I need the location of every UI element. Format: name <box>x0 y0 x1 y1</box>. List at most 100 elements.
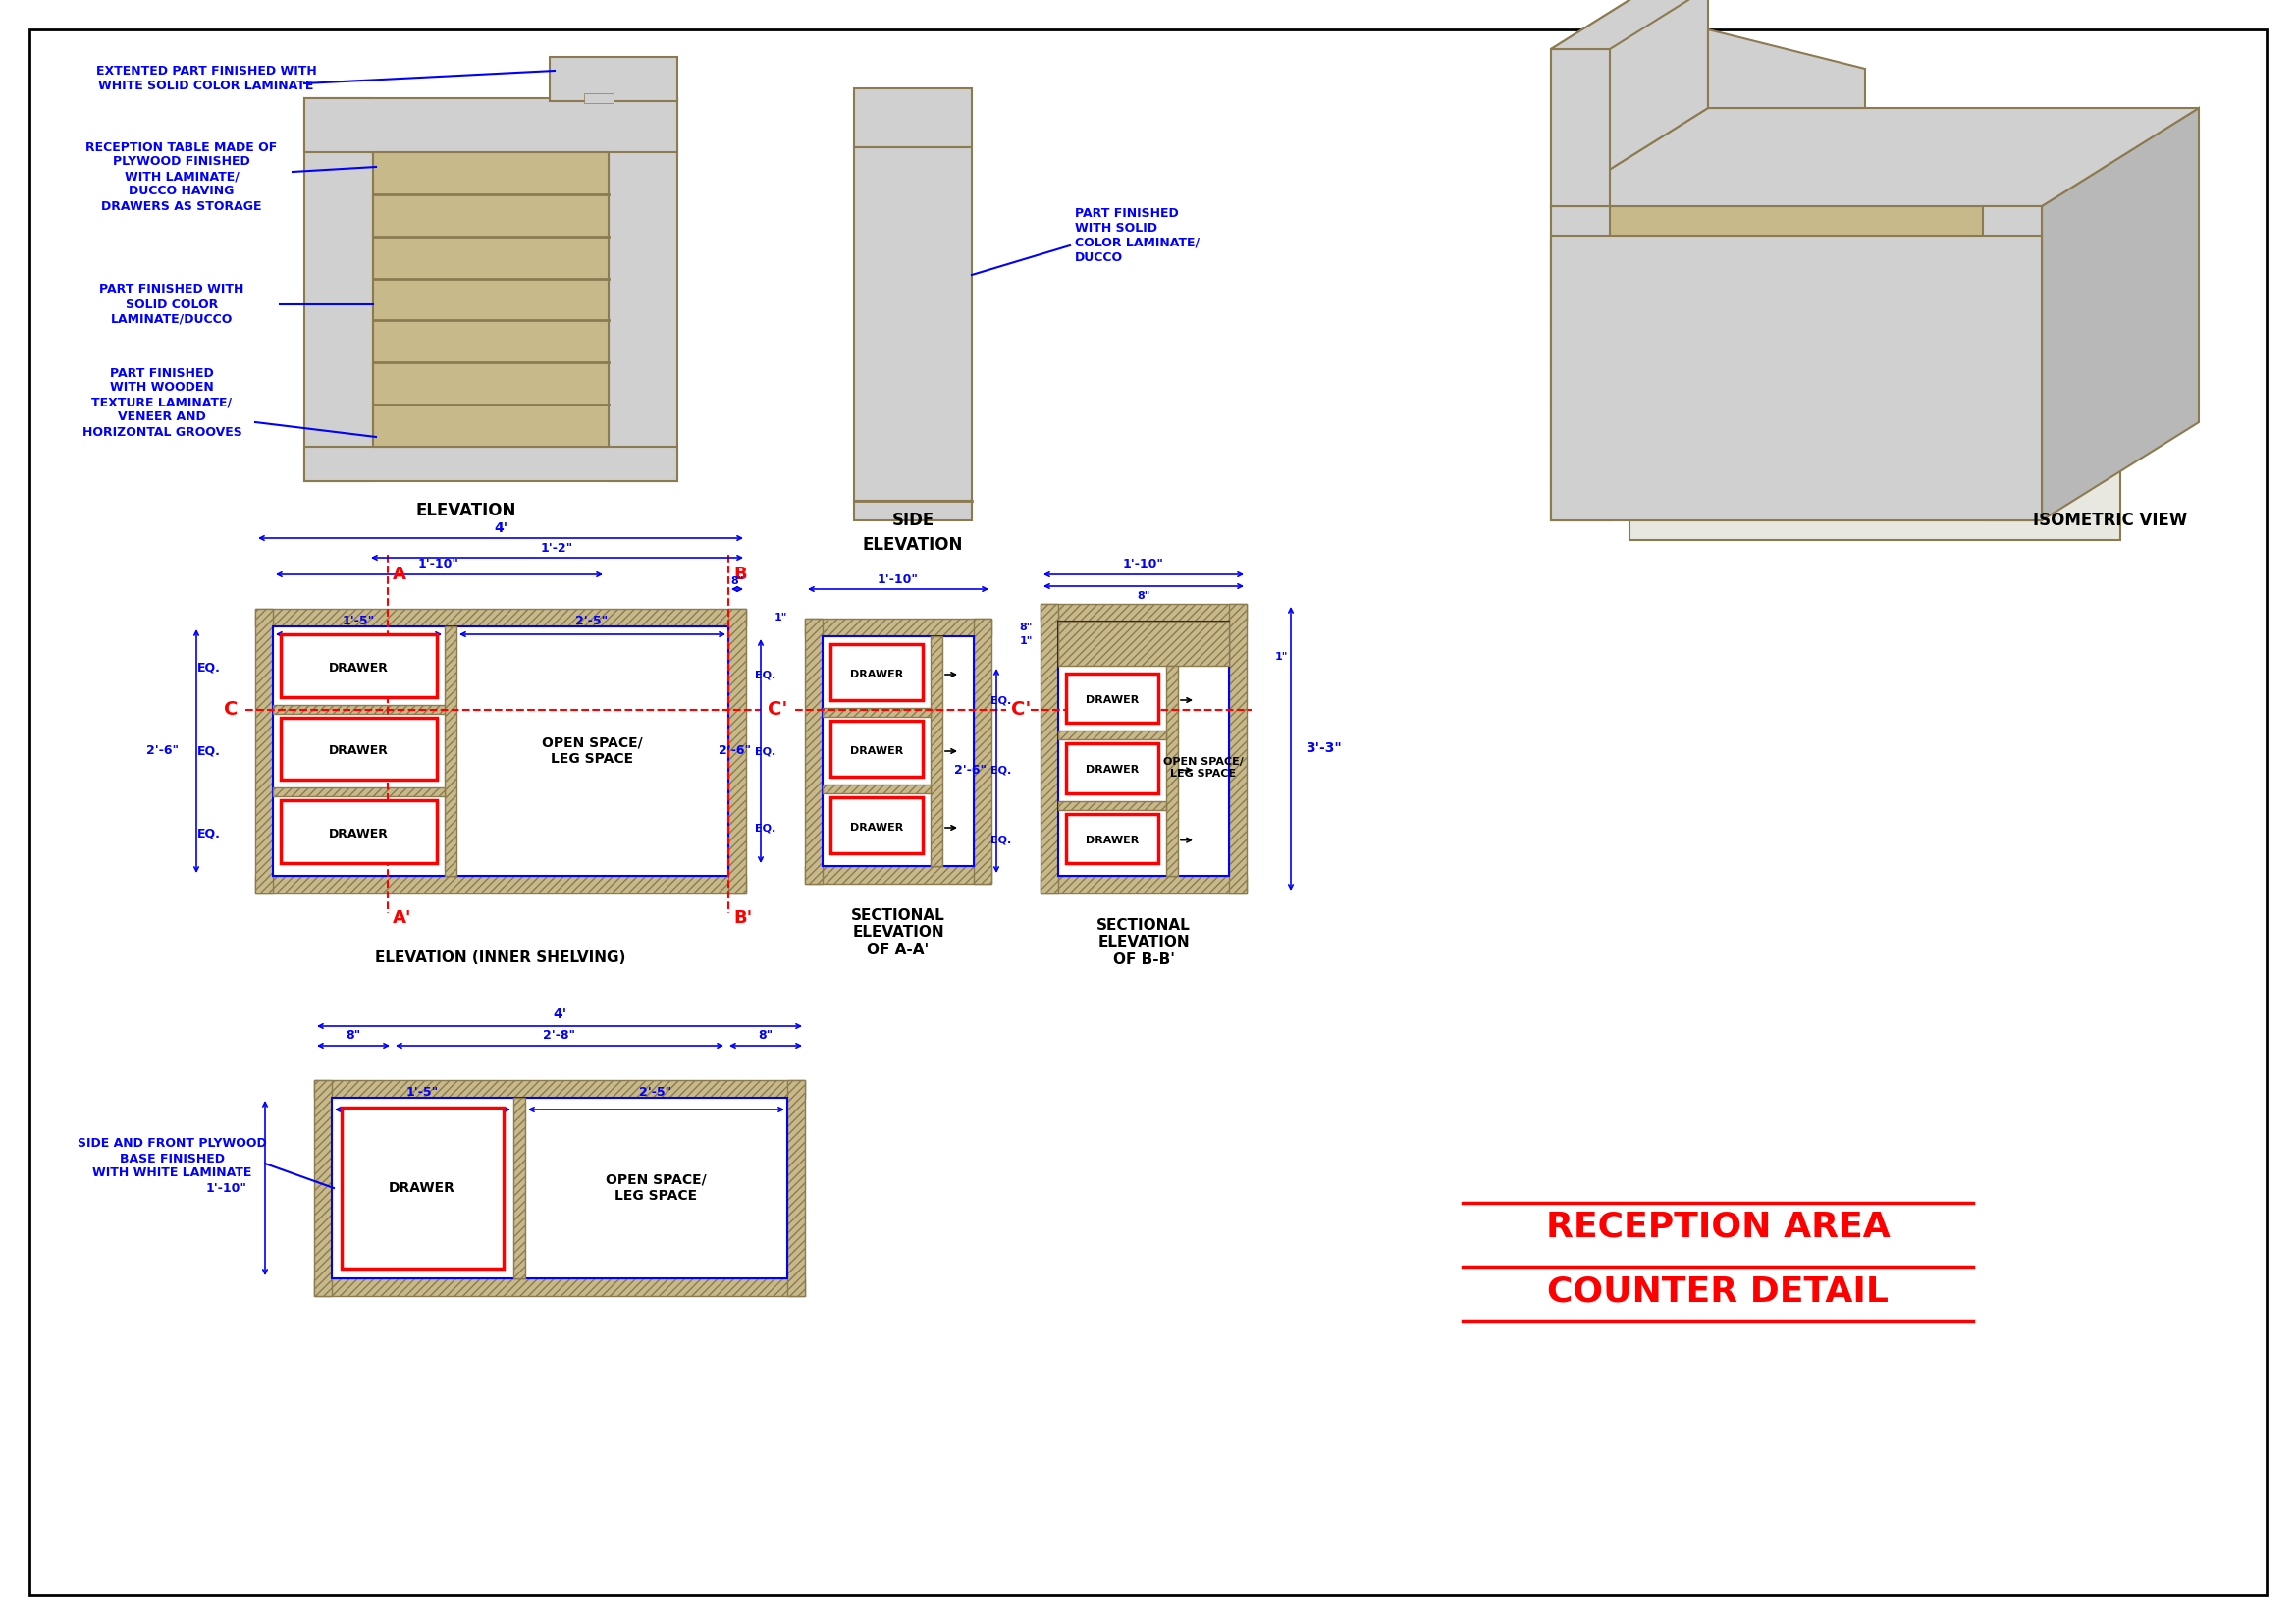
Text: EQ.: EQ. <box>990 765 1010 775</box>
Bar <box>273 788 445 797</box>
Text: DRAWER: DRAWER <box>850 669 902 679</box>
Bar <box>445 627 457 875</box>
Text: ELEVATION (INNER SHELVING): ELEVATION (INNER SHELVING) <box>374 950 627 965</box>
Bar <box>822 784 930 794</box>
Bar <box>273 627 728 875</box>
Text: DRAWER: DRAWER <box>388 1181 455 1195</box>
Bar <box>305 447 677 481</box>
Text: DRAWER: DRAWER <box>328 828 388 840</box>
Text: ELEVATION: ELEVATION <box>416 502 517 520</box>
Text: EQ.: EQ. <box>755 669 776 679</box>
Text: PART FINISHED WITH
SOLID COLOR
LAMINATE/DUCCO: PART FINISHED WITH SOLID COLOR LAMINATE/… <box>99 283 243 325</box>
Bar <box>1040 875 1247 893</box>
Bar <box>930 637 941 866</box>
Bar <box>315 1278 806 1296</box>
Bar <box>854 88 971 148</box>
Bar <box>255 609 273 893</box>
Bar <box>1058 622 1228 875</box>
Text: 8": 8" <box>1019 622 1033 632</box>
Text: 1'-10": 1'-10" <box>877 573 918 586</box>
Bar <box>1040 604 1058 893</box>
Bar <box>806 619 822 883</box>
Text: 2'-6": 2'-6" <box>955 765 987 778</box>
Text: EQ.: EQ. <box>197 744 220 757</box>
Bar <box>255 875 746 893</box>
Polygon shape <box>1552 0 1768 49</box>
Polygon shape <box>2041 109 2200 520</box>
Text: B: B <box>732 565 746 583</box>
Text: 2'-8": 2'-8" <box>544 1030 576 1043</box>
Text: 8": 8" <box>758 1030 774 1043</box>
Text: SIDE AND FRONT PLYWOOD
BASE FINISHED
WITH WHITE LAMINATE: SIDE AND FRONT PLYWOOD BASE FINISHED WIT… <box>78 1137 266 1179</box>
Text: C': C' <box>767 700 788 719</box>
Text: 1'-5": 1'-5" <box>342 615 374 628</box>
Text: DRAWER: DRAWER <box>1086 695 1139 705</box>
Bar <box>514 1098 526 1278</box>
Text: C': C' <box>1010 700 1031 719</box>
Bar <box>549 57 677 101</box>
Bar <box>806 619 992 637</box>
Polygon shape <box>1552 235 2041 520</box>
Polygon shape <box>1708 29 1864 109</box>
Text: 2'-6": 2'-6" <box>147 745 179 757</box>
Polygon shape <box>1552 206 2041 520</box>
Text: DRAWER: DRAWER <box>1086 765 1139 775</box>
Bar <box>854 500 971 520</box>
Bar <box>788 1080 806 1296</box>
Polygon shape <box>1552 109 2200 206</box>
Text: EQ.: EQ. <box>197 828 220 840</box>
Text: SECTIONAL
ELEVATION
OF B-B': SECTIONAL ELEVATION OF B-B' <box>1097 918 1192 966</box>
Text: SECTIONAL
ELEVATION
OF A-A': SECTIONAL ELEVATION OF A-A' <box>852 908 946 957</box>
Text: OPEN SPACE/
LEG SPACE: OPEN SPACE/ LEG SPACE <box>542 736 643 767</box>
Bar <box>342 1108 503 1268</box>
Text: EQ.: EQ. <box>990 695 1010 705</box>
Text: PART FINISHED
WITH SOLID
COLOR LAMINATE/
DUCCO: PART FINISHED WITH SOLID COLOR LAMINATE/… <box>1075 208 1199 265</box>
Text: EXTENTED PART FINISHED WITH
WHITE SOLID COLOR LAMINATE: EXTENTED PART FINISHED WITH WHITE SOLID … <box>96 65 317 93</box>
Text: 1": 1" <box>1019 637 1033 646</box>
Bar <box>583 93 613 102</box>
Bar <box>372 153 608 447</box>
Bar <box>831 721 923 776</box>
Polygon shape <box>1552 0 1708 206</box>
Text: COUNTER DETAIL: COUNTER DETAIL <box>1548 1275 1890 1307</box>
Bar <box>273 705 445 713</box>
Text: A: A <box>393 565 406 583</box>
Text: 2'-5": 2'-5" <box>638 1086 673 1099</box>
Text: EQ.: EQ. <box>755 745 776 757</box>
Bar <box>1058 801 1166 810</box>
Bar <box>608 97 677 481</box>
Text: PART FINISHED
WITH WOODEN
TEXTURE LAMINATE/
VENEER AND
HORIZONTAL GROOVES: PART FINISHED WITH WOODEN TEXTURE LAMINA… <box>83 367 241 438</box>
Bar <box>315 1080 806 1098</box>
Bar <box>280 801 436 862</box>
Text: 4': 4' <box>553 1007 567 1021</box>
Text: 2'-5": 2'-5" <box>576 615 608 628</box>
Bar <box>1065 674 1157 723</box>
Text: 1'-10": 1'-10" <box>207 1182 248 1194</box>
Bar <box>806 866 992 883</box>
Bar <box>255 609 746 627</box>
Bar <box>728 609 746 893</box>
Bar <box>1065 744 1157 793</box>
Text: 1'-10": 1'-10" <box>418 559 459 572</box>
Bar <box>333 1098 788 1278</box>
Text: 1'-2": 1'-2" <box>540 541 574 554</box>
Text: 8": 8" <box>1137 591 1150 601</box>
Text: ISOMETRIC VIEW: ISOMETRIC VIEW <box>2034 512 2188 529</box>
Text: EQ.: EQ. <box>990 835 1010 844</box>
Bar <box>831 797 923 853</box>
Bar <box>854 148 971 500</box>
Text: SIDE: SIDE <box>891 512 934 529</box>
Text: DRAWER: DRAWER <box>328 744 388 757</box>
Bar <box>1228 604 1247 893</box>
Text: OPEN SPACE/
LEG SPACE: OPEN SPACE/ LEG SPACE <box>1164 757 1244 778</box>
Text: 8": 8" <box>730 577 744 586</box>
Bar <box>1166 666 1178 875</box>
Bar <box>822 708 930 716</box>
Bar <box>1058 622 1228 666</box>
Text: DRAWER: DRAWER <box>328 661 388 674</box>
Bar <box>831 645 923 700</box>
Text: 1'-10": 1'-10" <box>1123 559 1164 572</box>
Text: 4': 4' <box>494 521 507 536</box>
Bar <box>974 619 992 883</box>
Bar <box>280 635 436 697</box>
